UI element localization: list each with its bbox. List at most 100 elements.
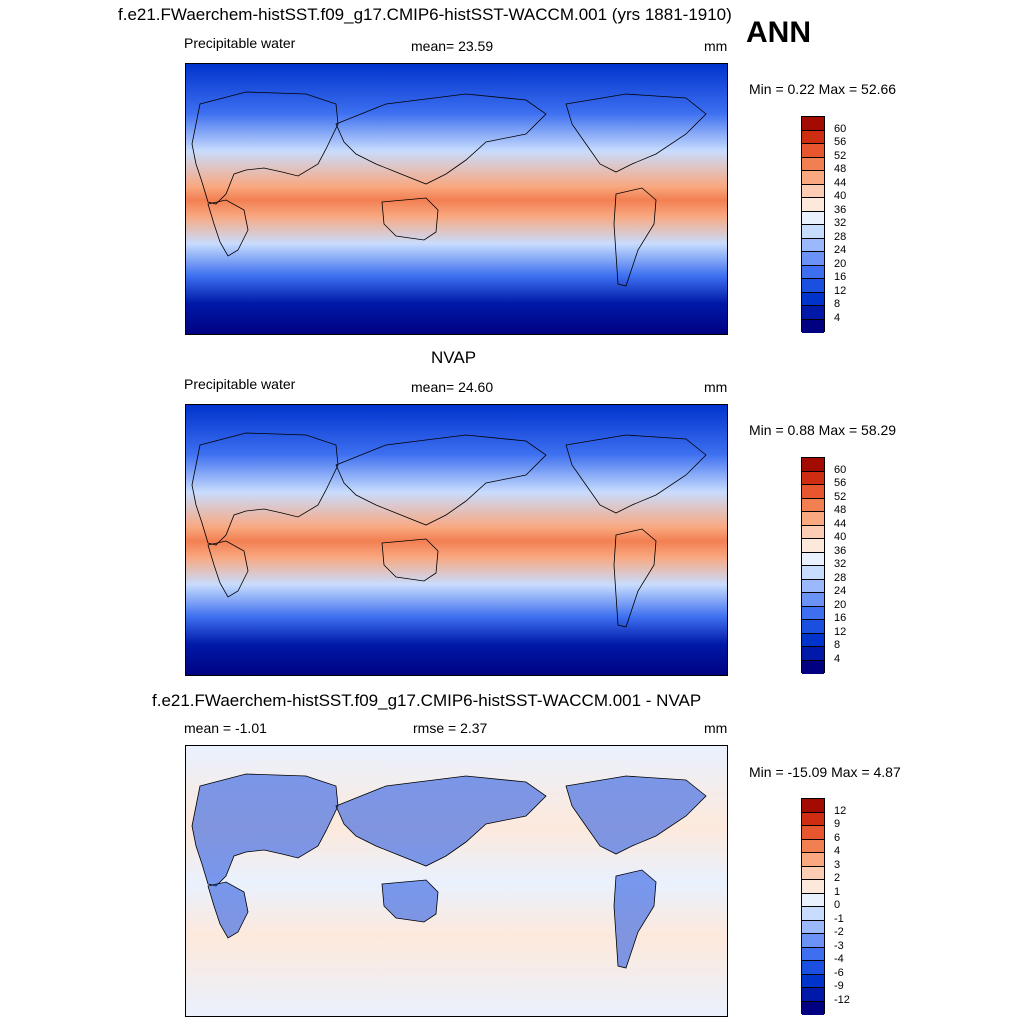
colorbar-swatch xyxy=(802,211,824,225)
colorbar-tick-label: 8 xyxy=(834,639,841,651)
coastline xyxy=(613,869,657,969)
panel1-mean-label: mean= 23.59 xyxy=(411,38,494,54)
colorbar-swatch xyxy=(802,974,824,988)
coastline xyxy=(335,93,547,185)
colorbar-tick-label: 60 xyxy=(834,122,847,135)
colorbar-tick-label: 32 xyxy=(834,217,847,229)
colorbar-swatch xyxy=(802,539,824,553)
colorbar-tick-label: 4 xyxy=(834,845,841,857)
colorbar-swatch xyxy=(802,552,824,566)
colorbar-swatch xyxy=(802,812,824,826)
colorbar-tick-label: -4 xyxy=(834,953,844,965)
colorbar-tick-label: 56 xyxy=(834,477,847,489)
panel3-title: f.e21.FWaerchem-histSST.f09_g17.CMIP6-hi… xyxy=(152,691,702,710)
coastline xyxy=(335,775,547,867)
colorbar-tick-label: 36 xyxy=(834,203,847,216)
colorbar-swatch xyxy=(802,633,824,647)
colorbar-tick-label: 52 xyxy=(834,490,847,503)
colorbar-swatch xyxy=(802,893,824,907)
colorbar-swatch xyxy=(802,606,824,620)
colorbar-tick-label: -9 xyxy=(834,980,844,992)
colorbar-swatch xyxy=(802,485,824,499)
colorbar-tick-label: 12 xyxy=(834,804,847,817)
colorbar-tick-label: 44 xyxy=(834,517,847,530)
colorbar-tick-label: 44 xyxy=(834,176,847,189)
colorbar-swatch xyxy=(802,279,824,293)
colorbar-tick-label: 28 xyxy=(834,230,847,243)
panel1-map xyxy=(185,63,728,335)
colorbar-swatch xyxy=(802,225,824,239)
colorbar-tick-label: -2 xyxy=(834,926,844,938)
panel2-minmax-label: Min = 0.88 Max = 58.29 xyxy=(749,422,897,438)
colorbar-swatch xyxy=(802,498,824,512)
coastline xyxy=(191,773,339,887)
colorbar-tick-label: 4 xyxy=(834,311,841,324)
colorbar-swatch xyxy=(802,265,824,279)
colorbar-tick-label: 48 xyxy=(834,163,847,175)
colorbar-tick-label: 0 xyxy=(834,899,841,911)
panel3-units-label: mm xyxy=(704,720,728,736)
colorbar-swatch xyxy=(802,660,824,674)
colorbar-tick-label: 8 xyxy=(834,298,841,310)
map-field xyxy=(186,64,727,334)
panel1-units-label: mm xyxy=(704,38,728,54)
colorbar-swatch xyxy=(802,826,824,840)
coastline xyxy=(207,881,249,939)
colorbar-tick-label: -12 xyxy=(834,993,850,1006)
panel3-mean-label: mean = -1.01 xyxy=(184,720,267,736)
coastline xyxy=(565,775,707,855)
coastline xyxy=(613,187,657,287)
panel2-variable-label: Precipitable water xyxy=(184,376,296,392)
panel1-colorbar xyxy=(801,116,825,333)
panel2-title: NVAP xyxy=(431,348,477,367)
colorbar-tick-label: 56 xyxy=(834,136,847,148)
coastline xyxy=(335,434,547,526)
colorbar-swatch xyxy=(802,799,824,813)
colorbar-swatch xyxy=(802,471,824,485)
coastline xyxy=(191,91,339,205)
panel2-mean-label: mean= 24.60 xyxy=(411,379,494,395)
coastline xyxy=(381,538,439,582)
colorbar-swatch xyxy=(802,961,824,975)
panel3-map xyxy=(185,745,728,1017)
panel3-minmax-label: Min = -15.09 Max = 4.87 xyxy=(749,764,901,780)
coastline xyxy=(565,434,707,514)
colorbar-tick-label: 4 xyxy=(834,652,841,665)
colorbar-tick-label: 48 xyxy=(834,504,847,516)
season-label: ANN xyxy=(746,16,811,49)
coastline xyxy=(565,93,707,173)
colorbar-swatch xyxy=(802,839,824,853)
colorbar-swatch xyxy=(802,171,824,185)
colorbar-swatch xyxy=(802,157,824,171)
colorbar-tick-label: 20 xyxy=(834,598,847,611)
colorbar-tick-label: 16 xyxy=(834,612,847,624)
colorbar-tick-label: -1 xyxy=(834,912,844,925)
colorbar-tick-label: 24 xyxy=(834,585,847,597)
colorbar-swatch xyxy=(802,198,824,212)
coastline xyxy=(381,197,439,241)
panel1-variable-label: Precipitable water xyxy=(184,35,296,51)
colorbar-swatch xyxy=(802,130,824,144)
colorbar-tick-label: 6 xyxy=(834,831,841,844)
colorbar-tick-label: 2 xyxy=(834,872,841,884)
coastline xyxy=(381,879,439,923)
panel1-minmax-label: Min = 0.22 Max = 52.66 xyxy=(749,81,897,97)
colorbar-swatch xyxy=(802,458,824,472)
case-title: f.e21.FWaerchem-histSST.f09_g17.CMIP6-hi… xyxy=(118,5,732,24)
colorbar-swatch xyxy=(802,620,824,634)
coastline xyxy=(207,199,249,257)
colorbar-swatch xyxy=(802,853,824,867)
colorbar-swatch xyxy=(802,866,824,880)
colorbar-tick-label: 12 xyxy=(834,625,847,638)
colorbar-swatch xyxy=(802,512,824,526)
colorbar-swatch xyxy=(802,1001,824,1015)
colorbar-tick-label: 3 xyxy=(834,858,841,871)
colorbar-swatch xyxy=(802,252,824,266)
colorbar-swatch xyxy=(802,117,824,131)
colorbar-swatch xyxy=(802,920,824,934)
colorbar-swatch xyxy=(802,880,824,894)
colorbar-tick-label: 20 xyxy=(834,257,847,270)
colorbar-swatch xyxy=(802,306,824,320)
colorbar-swatch xyxy=(802,184,824,198)
colorbar-tick-label: 12 xyxy=(834,284,847,297)
